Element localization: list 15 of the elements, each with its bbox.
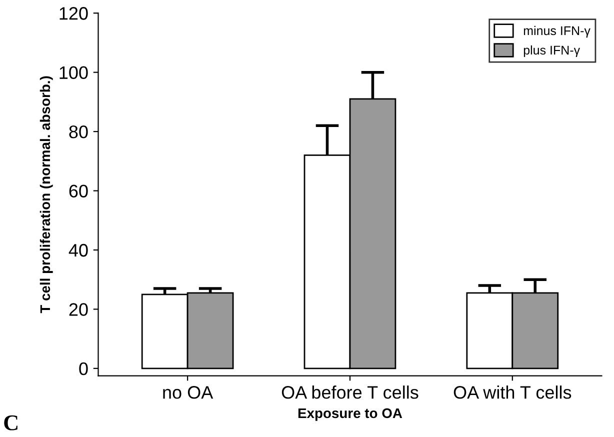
y-tick-label: 120 xyxy=(60,7,88,20)
y-tick-label: 40 xyxy=(68,244,88,257)
x-tick-label: no OA xyxy=(163,386,214,399)
legend-label: minus IFN-γ xyxy=(524,26,590,38)
x-axis-title: Exposure to OA xyxy=(298,408,402,421)
text: C xyxy=(4,415,18,430)
y-axis-title: T cell proliferation (normal. absorb.) xyxy=(40,76,53,314)
x-tick-label: OA with T cells xyxy=(454,386,572,399)
y-tick-label: 60 xyxy=(69,184,88,198)
y-tick-label: 100 xyxy=(60,66,88,80)
legend-label: plus IFN-γ xyxy=(524,45,580,58)
x-tick-label: OA before T cells xyxy=(282,386,418,399)
y-tick-label: 20 xyxy=(69,303,88,316)
y-tick-label: 0 xyxy=(79,362,88,376)
y-tick-label: 80 xyxy=(69,125,88,138)
